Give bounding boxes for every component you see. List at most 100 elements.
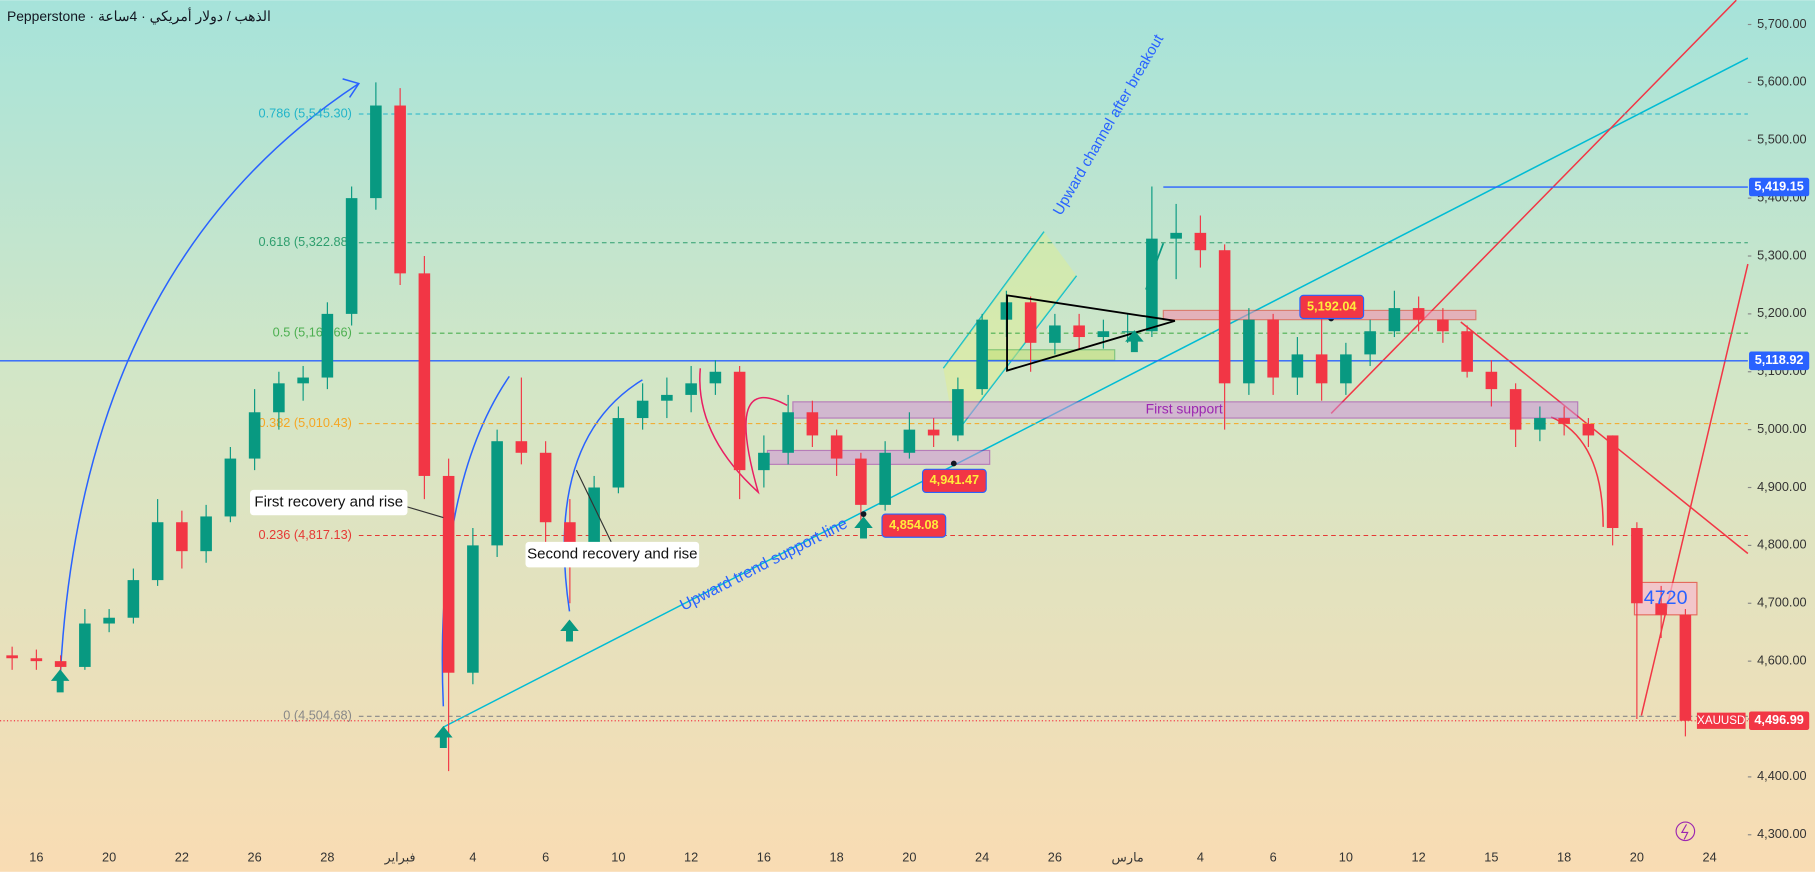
y-tick-label: 5,700.00: [1757, 16, 1807, 31]
candle-body: [782, 412, 794, 453]
candle-body: [418, 273, 431, 476]
callout-label: 4,854.08: [889, 517, 939, 532]
y-tick-label: 5,500.00: [1757, 132, 1807, 147]
candle-body: [1364, 331, 1376, 355]
candle-body: [54, 661, 67, 667]
candle-body: [1170, 232, 1182, 239]
candle-body: [79, 623, 91, 667]
candle-body: [248, 412, 261, 459]
candle-body: [903, 429, 916, 453]
fib-label: 0.5 (5,166.66): [273, 325, 352, 340]
x-tick-label: 4: [469, 849, 476, 864]
x-tick-label: 20: [1630, 849, 1644, 864]
candle-body: [442, 475, 455, 673]
pointer: [575, 469, 612, 543]
candle-body: [103, 617, 115, 624]
red-line: [1640, 263, 1749, 716]
candle-body: [1461, 331, 1473, 372]
candle-body: [345, 198, 358, 314]
callout-label: 5,192.04: [1307, 298, 1357, 313]
candle-body: [515, 441, 528, 453]
candle-body: [588, 487, 600, 552]
x-tick-label: 6: [1270, 849, 1277, 864]
callout-box: [881, 513, 947, 538]
icon-bolt: [1680, 824, 1689, 840]
candle-body: [176, 522, 188, 552]
callout-box: [1299, 294, 1365, 320]
y-tick-label: 4,800.00: [1757, 537, 1807, 552]
y-tick-label: 4,600.00: [1757, 652, 1807, 667]
note-box: [525, 541, 700, 568]
candle-body: [1437, 319, 1449, 332]
candle-body: [661, 394, 673, 401]
note: First recovery and rise: [254, 494, 403, 511]
candle-body: [491, 441, 503, 546]
candle-body: [806, 412, 819, 436]
candle-body: [758, 452, 770, 471]
support-line: [442, 57, 1749, 728]
x-tick-label: 24: [1703, 849, 1717, 864]
x-tick-label: 4: [1197, 849, 1204, 864]
up-arrow: [854, 516, 873, 539]
candle-body: [1267, 319, 1279, 378]
arc: [441, 375, 510, 707]
callout-label: 4,941.47: [930, 472, 980, 487]
candle-body: [1509, 389, 1522, 430]
candle-body: [6, 655, 18, 659]
y-tick-label: 4,300.00: [1757, 826, 1807, 841]
arc: [59, 82, 360, 678]
candle-body: [151, 522, 164, 581]
header: Pepperstone · الذهب / دولار أمريكي · 4سا…: [7, 6, 271, 25]
x-tick-label: 24: [975, 849, 989, 864]
candle-body: [1315, 354, 1328, 384]
x-tick-label: مارس: [1111, 849, 1143, 865]
price-tag: [1749, 351, 1810, 371]
candle-body: [467, 545, 479, 673]
x-tick-label: 10: [1339, 849, 1353, 864]
candle-body: [1049, 325, 1061, 343]
x-tick-label: 16: [29, 849, 43, 864]
x-tick-label: 6: [542, 849, 549, 864]
y-tick-label: 5,000.00: [1757, 421, 1807, 436]
candle-body: [1631, 528, 1643, 604]
fib-label: 0.382 (5,010.43): [259, 415, 352, 430]
candle-body: [224, 458, 237, 517]
candle-body: [1121, 331, 1134, 333]
x-tick-label: 26: [248, 849, 262, 864]
candle-body: [1073, 325, 1085, 338]
fib-label: 0 (4,504.68): [283, 708, 352, 723]
candle-body: [952, 389, 964, 436]
candle-body: [1146, 238, 1158, 332]
candle-body: [539, 452, 552, 523]
y-tick-label: 4,700.00: [1757, 595, 1807, 610]
candle-body: [273, 383, 285, 413]
candle-body: [1534, 418, 1546, 430]
pointer: [400, 504, 444, 519]
candle-body: [1485, 371, 1498, 390]
y-tick-label: 4,400.00: [1757, 768, 1807, 783]
x-tick-label: 10: [611, 849, 625, 864]
x-tick-label: 12: [1412, 849, 1426, 864]
support-zone: [792, 401, 1579, 419]
arrow-head: [342, 78, 361, 98]
red-line: [1330, 0, 1737, 414]
icon[interactable]: [1675, 821, 1696, 842]
candle-body: [1558, 418, 1570, 424]
candle-body: [1388, 308, 1401, 332]
candle-body: [1291, 354, 1304, 378]
candle-body: [370, 105, 382, 199]
callout-point: [860, 511, 867, 517]
y-tick-label: 5,600.00: [1757, 74, 1807, 89]
candle-body: [297, 377, 309, 384]
note-box: [250, 489, 408, 516]
price-tag: [1749, 177, 1810, 197]
candle-body: [1655, 603, 1667, 615]
candle-body: [733, 371, 746, 471]
x-tick-label: 18: [830, 849, 844, 864]
up-arrow: [1125, 330, 1144, 353]
fib-label: 0.618 (5,322.88): [259, 234, 352, 249]
candle-body: [1679, 614, 1692, 721]
arc: [563, 379, 643, 612]
